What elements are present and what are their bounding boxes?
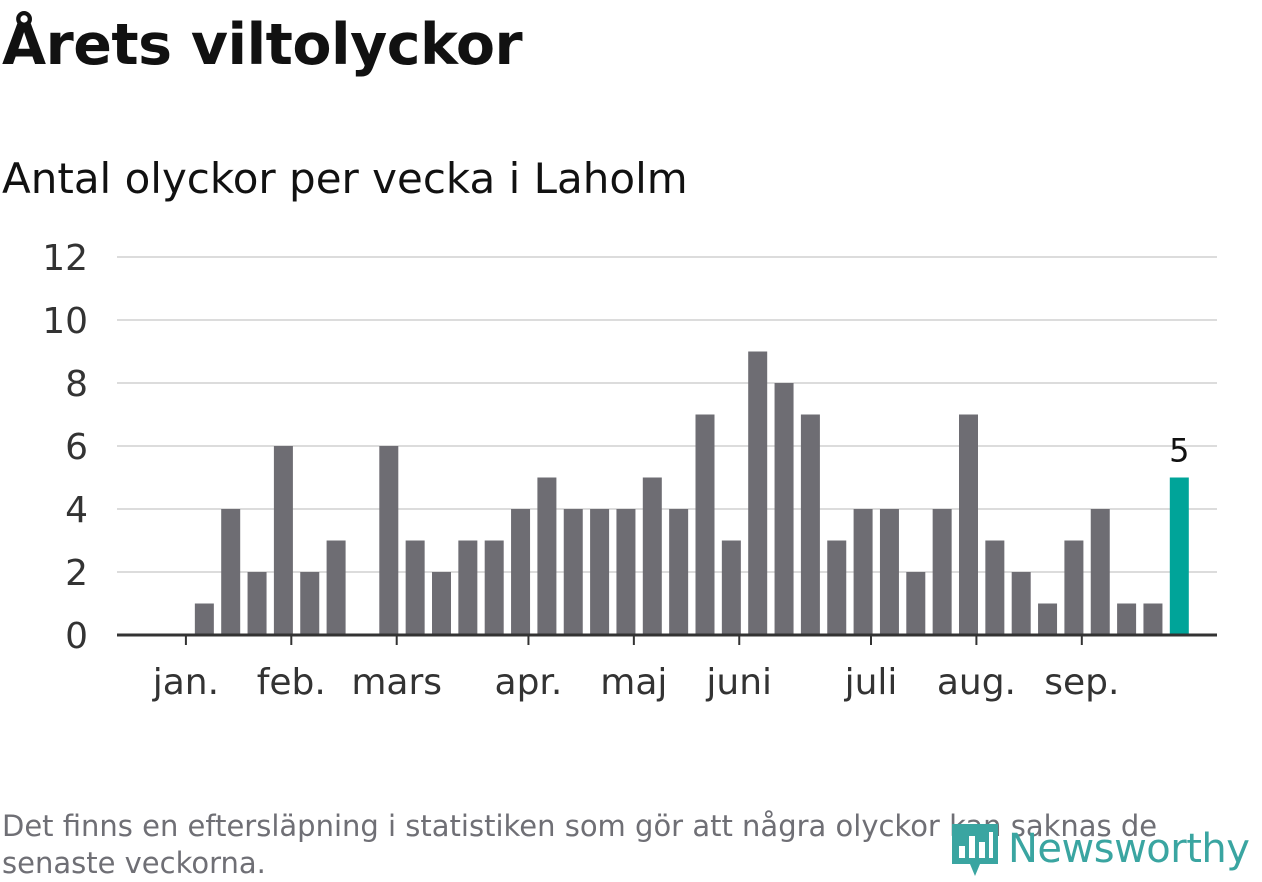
y-tick-label: 6 xyxy=(65,427,88,468)
bar xyxy=(827,540,847,635)
y-tick-label: 2 xyxy=(65,553,88,594)
x-tick-label: sep. xyxy=(1044,662,1119,703)
y-tick-label: 0 xyxy=(65,616,88,657)
data-label: 5 xyxy=(1169,432,1189,470)
y-tick-label: 8 xyxy=(65,364,88,405)
chart-subtitle: Antal olyckor per vecka i Laholm xyxy=(2,154,688,203)
bar-chart: 0 2 4 6 8 10 12 5 jan. feb. mars apr. maj juni juli aug… xyxy=(42,238,1217,703)
bar xyxy=(563,509,583,635)
bar xyxy=(273,446,293,635)
bar xyxy=(616,509,636,635)
y-tick-label: 12 xyxy=(42,238,88,279)
bar xyxy=(1011,572,1031,635)
y-tick-label: 4 xyxy=(65,490,88,531)
bar xyxy=(721,540,741,635)
bar xyxy=(1038,603,1058,635)
x-tick-label: mars xyxy=(351,662,442,703)
bar xyxy=(985,540,1005,635)
x-tick-label: aug. xyxy=(937,662,1016,703)
x-tick-label: juni xyxy=(705,662,772,703)
bar xyxy=(405,540,425,635)
y-tick-label: 10 xyxy=(42,301,88,342)
bar xyxy=(1090,509,1110,635)
bar xyxy=(484,540,504,635)
bar xyxy=(1143,603,1163,635)
bar xyxy=(326,540,346,635)
bar xyxy=(959,414,978,635)
bar xyxy=(669,509,689,635)
bar xyxy=(432,572,451,635)
bar xyxy=(879,509,899,635)
bar xyxy=(774,383,794,635)
x-tick-label: feb. xyxy=(257,662,326,703)
bar xyxy=(458,540,478,635)
x-tick-label: apr. xyxy=(495,662,563,703)
newsworthy-logo: Newsworthy xyxy=(950,820,1250,878)
bar xyxy=(932,509,952,635)
bar xyxy=(1064,540,1084,635)
bar xyxy=(642,477,662,635)
x-tick-label: juli xyxy=(844,662,898,703)
chart-title: Årets viltolyckor xyxy=(2,12,523,78)
bar xyxy=(748,351,768,635)
bar xyxy=(537,477,557,635)
bar xyxy=(221,509,241,635)
newsworthy-logo-icon xyxy=(952,824,998,876)
bar xyxy=(906,572,926,635)
brand-name: Newsworthy xyxy=(1008,826,1250,872)
highlight-bar xyxy=(1169,477,1189,635)
x-tick-label: maj xyxy=(600,662,667,703)
x-tick-label: jan. xyxy=(152,662,219,703)
bar xyxy=(247,572,267,635)
bar xyxy=(194,603,214,635)
bar xyxy=(1117,603,1137,635)
bar xyxy=(379,446,399,635)
bar xyxy=(800,414,820,635)
bar xyxy=(511,509,531,635)
bar xyxy=(300,572,320,635)
bar xyxy=(853,509,873,635)
bar xyxy=(695,414,715,635)
bar xyxy=(590,509,610,635)
